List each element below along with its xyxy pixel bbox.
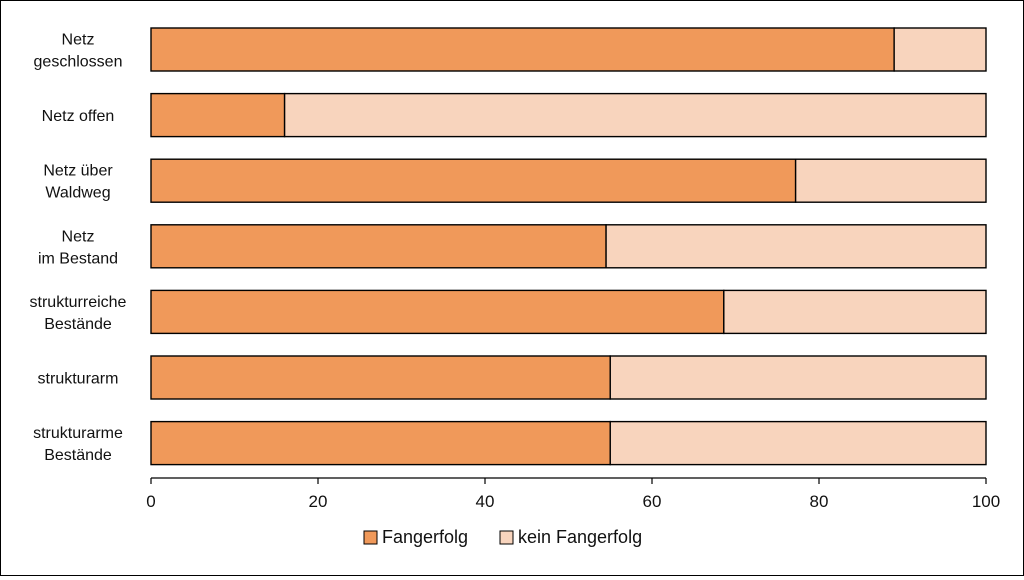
bar-fangerfolg-5 xyxy=(150,355,611,400)
bar-kein-fangerfolg-3 xyxy=(605,224,987,269)
legend-swatch-fangerfolg xyxy=(363,530,378,545)
x-tick-label: 60 xyxy=(643,492,662,511)
bar-fangerfolg-3 xyxy=(150,224,607,269)
bar-fangerfolg-4 xyxy=(150,289,725,335)
category-label: Netz im Bestand xyxy=(38,228,118,267)
category-labels: Netz geschlossen Netz offen Netz über Waldwe… xyxy=(30,32,127,465)
x-tick-label: 100 xyxy=(972,492,1000,511)
x-tick-label: 80 xyxy=(810,492,829,511)
bar-fangerfolg-6 xyxy=(150,420,611,466)
legend-label-kein-fangerfolg: kein Fangerfolg xyxy=(518,527,642,547)
legend: Fangerfolg kein Fangerfolg xyxy=(363,527,642,547)
category-label: Netz offen xyxy=(42,108,115,125)
bar-kein-fangerfolg-6 xyxy=(609,420,987,466)
x-tick-label: 40 xyxy=(476,492,495,511)
x-tick-label: 20 xyxy=(309,492,328,511)
category-label: Netz geschlossen xyxy=(34,32,123,71)
bars-group xyxy=(150,27,987,466)
category-label: strukturreiche Bestände xyxy=(30,294,127,333)
bar-kein-fangerfolg-0 xyxy=(893,27,987,72)
legend-label-fangerfolg: Fangerfolg xyxy=(382,527,468,547)
bar-kein-fangerfolg-2 xyxy=(794,158,987,203)
bar-kein-fangerfolg-1 xyxy=(283,92,987,138)
bar-kein-fangerfolg-4 xyxy=(723,289,987,335)
bar-fangerfolg-2 xyxy=(150,158,797,203)
category-label: strukturarm xyxy=(38,371,119,388)
legend-swatch-kein-fangerfolg xyxy=(499,530,514,545)
x-tick-label: 0 xyxy=(146,492,155,511)
category-label: Netz über Waldweg xyxy=(43,163,113,202)
bar-fangerfolg-1 xyxy=(150,92,286,138)
bar-kein-fangerfolg-5 xyxy=(609,355,987,400)
category-label: strukturarme Bestände xyxy=(33,425,123,464)
bar-fangerfolg-0 xyxy=(150,27,895,72)
x-axis: 0 20 40 60 80 100 xyxy=(146,477,1000,511)
